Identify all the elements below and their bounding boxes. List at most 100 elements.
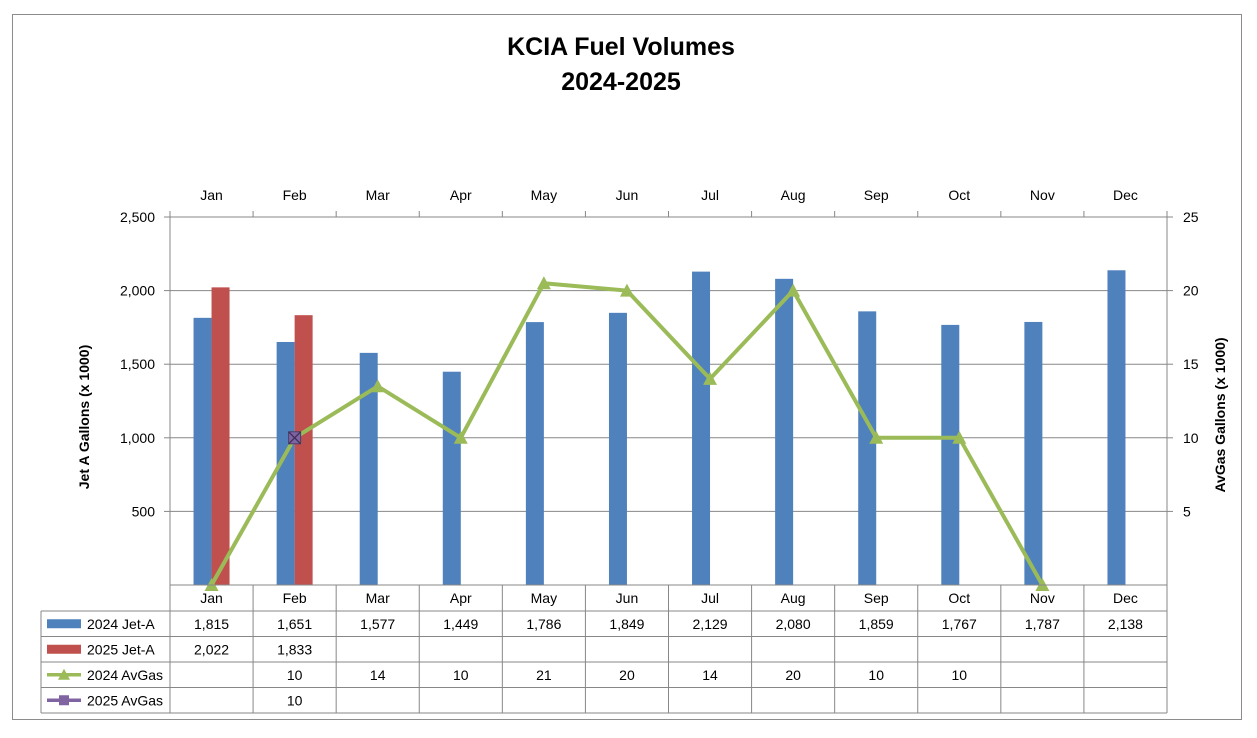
x-top-tick-label: Sep — [864, 187, 889, 203]
point-marker — [370, 379, 385, 393]
table-value-cell: 1,833 — [277, 641, 312, 657]
table-header-cell: Mar — [366, 590, 390, 606]
table-value-cell: 1,767 — [942, 616, 977, 632]
bar-2025-jet-a — [211, 287, 230, 585]
y-left-tick-label: 1,000 — [120, 430, 155, 446]
table-header-cell: Jul — [701, 590, 719, 606]
chart-title-line-1: KCIA Fuel Volumes — [507, 33, 735, 61]
table-value-cell: 14 — [702, 667, 718, 683]
axes: 500 1,000 1,500 2,000 2,500 5 10 15 20 25 Jan Feb Ma… — [120, 187, 1199, 586]
bar-2025-jet-a — [294, 315, 313, 585]
point-marker — [869, 430, 884, 444]
table-header-cell: Jan — [200, 590, 223, 606]
bar-2024-jet-a — [359, 352, 378, 585]
table-value-cell: 1,787 — [1025, 616, 1060, 632]
y-right-tick-label: 10 — [1183, 430, 1199, 446]
bar-2024-jet-a — [525, 322, 544, 585]
legend-label: 2025 Jet-A — [87, 641, 155, 657]
table-value-cell: 10 — [952, 667, 968, 683]
chart-frame: KCIA Fuel Volumes 2024-2025 500 1,000 1,50… — [12, 14, 1242, 720]
x-top-tick-label: Nov — [1030, 187, 1055, 203]
bar-2024-jet-a — [858, 311, 877, 585]
point-marker — [619, 283, 634, 297]
table-value-cell: 10 — [453, 667, 469, 683]
x-top-tick-label: May — [531, 187, 557, 203]
x-top-tick-label: Jul — [701, 187, 719, 203]
bar-2024-jet-a — [1024, 321, 1043, 585]
y-left-tick-label: 2,000 — [120, 283, 155, 299]
bar-2024-jet-a — [775, 278, 794, 585]
legend-label: 2024 AvGas — [87, 667, 163, 683]
table-value-cell: 1,786 — [526, 616, 561, 632]
table-header-cell: Apr — [450, 590, 472, 606]
y-right-tick-label: 5 — [1183, 503, 1191, 519]
x-top-tick-label: Dec — [1113, 187, 1138, 203]
legend-key-marker — [59, 695, 69, 706]
point-marker — [536, 276, 551, 290]
legend-key-marker — [58, 668, 70, 680]
bar-2024-jet-a — [608, 312, 627, 585]
bar-2024-jet-a — [1107, 270, 1126, 585]
table-value-cell: 2,022 — [194, 641, 229, 657]
table-value-cell: 1,651 — [277, 616, 312, 632]
legend-key-bar — [47, 644, 81, 654]
table-value-cell: 10 — [287, 667, 303, 683]
bar-marks — [193, 270, 1126, 585]
legend-label: 2024 Jet-A — [87, 616, 155, 632]
table-value-cell: 20 — [785, 667, 801, 683]
y-axis-right-title: AvGas Gallons (x 1000) — [1212, 337, 1228, 492]
table-value-cell: 10 — [287, 692, 303, 708]
x-top-tick-label: Feb — [283, 187, 307, 203]
bar-2024-jet-a — [276, 341, 295, 585]
table-value-cell: 21 — [536, 667, 552, 683]
table-header-cell: Sep — [864, 590, 889, 606]
chart-title-line-2: 2024-2025 — [561, 68, 681, 96]
x-top-tick-label: Jan — [200, 187, 223, 203]
y-left-tick-label: 2,500 — [120, 209, 155, 225]
table-value-cell: 1,449 — [443, 616, 478, 632]
bar-2024-jet-a — [442, 371, 461, 585]
y-axis-left-title: Jet A Gallons (x 1000) — [76, 345, 92, 489]
x-top-tick-label: Jun — [616, 187, 639, 203]
y-left-tick-label: 1,500 — [120, 356, 155, 372]
table-header-cell: Feb — [283, 590, 307, 606]
table-header-cell: Nov — [1030, 590, 1055, 606]
table-header-cell: May — [531, 590, 557, 606]
bar-2024-jet-a — [692, 271, 711, 585]
table-value-cell: 10 — [868, 667, 884, 683]
table-value-cell: 2,080 — [776, 616, 811, 632]
table-header-cell: Aug — [781, 590, 806, 606]
y-right-tick-label: 25 — [1183, 209, 1199, 225]
point-marker — [952, 430, 967, 444]
y-right-tick-label: 15 — [1183, 356, 1199, 372]
point-marker — [703, 371, 718, 385]
y-right-tick-label: 20 — [1183, 283, 1199, 299]
legend-key-bar — [47, 619, 81, 629]
line-marks — [204, 276, 1050, 591]
y-left-tick-label: 500 — [132, 503, 156, 519]
point-marker-cross — [288, 431, 302, 445]
bar-2024-jet-a — [193, 317, 212, 585]
table-value-cell: 1,859 — [859, 616, 894, 632]
table-header-cell: Dec — [1113, 590, 1138, 606]
table-value-cell: 1,815 — [194, 616, 229, 632]
legend-label: 2025 AvGas — [87, 692, 163, 708]
gridlines — [170, 216, 1167, 512]
table-value-cell: 1,577 — [360, 616, 395, 632]
point-marker — [453, 430, 468, 444]
x-top-tick-label: Aug — [781, 187, 806, 203]
x-top-tick-label: Mar — [366, 187, 390, 203]
bar-2024-jet-a — [941, 324, 960, 585]
table-header-cell: Jun — [616, 590, 639, 606]
point-marker — [786, 283, 801, 297]
table-value-cell: 2,129 — [693, 616, 728, 632]
table-value-cell: 2,138 — [1108, 616, 1143, 632]
fuel-volumes-chart: KCIA Fuel Volumes 2024-2025 500 1,000 1,50… — [40, 33, 1228, 714]
table-value-cell: 1,849 — [609, 616, 644, 632]
table-header-cell: Oct — [948, 590, 970, 606]
data-table: Jan Feb Mar Apr May Jun Jul Aug Sep Oct Nov Dec 2024… — [40, 584, 1168, 714]
x-top-tick-label: Apr — [450, 187, 472, 203]
plot-area-border — [169, 216, 1168, 586]
table-value-cell: 14 — [370, 667, 386, 683]
table-value-cell: 20 — [619, 667, 635, 683]
